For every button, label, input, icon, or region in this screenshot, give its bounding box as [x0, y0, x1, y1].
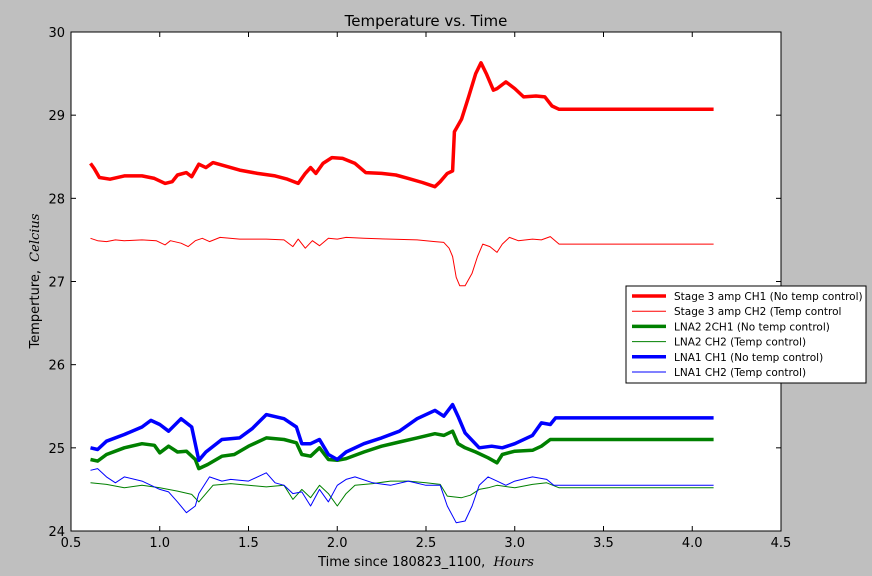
x-tick-label: 4.0	[682, 536, 703, 551]
y-tick-label: 30	[48, 26, 65, 41]
y-tick-label: 26	[48, 359, 65, 374]
x-tick-label: 3.0	[504, 536, 525, 551]
legend-label-2: Stage 3 amp CH2 (Temp control	[674, 306, 841, 318]
x-axis-label: Time since 180823_1100, Hours	[317, 555, 534, 570]
legend-label-4: LNA2 CH2 (Temp control)	[674, 337, 806, 349]
y-axis-label-text: Temperture,	[28, 270, 43, 350]
x-tick-label: 1.0	[149, 536, 170, 551]
series-line-1	[89, 61, 714, 189]
x-tick-label: 2.5	[416, 536, 437, 551]
legend-box	[625, 285, 867, 384]
series-line-3	[90, 429, 714, 471]
y-tick-label: 28	[48, 192, 65, 207]
x-tick-label: 0.5	[61, 536, 82, 551]
legend-label-6: LNA1 CH2 (Temp control)	[674, 367, 806, 379]
x-tick-label: 2.0	[327, 536, 348, 551]
x-tick-label: 4.5	[771, 536, 792, 551]
x-axis-ticks: 0.5 1.0 1.5 2.0 2.5 3.0 3.5 4.0 4.5	[61, 32, 792, 551]
plot-area	[71, 32, 781, 531]
chart-title: Temperature vs. Time	[344, 12, 508, 30]
series-line-2	[90, 236, 714, 287]
x-tick-label: 3.5	[593, 536, 614, 551]
series-line-6	[90, 468, 714, 524]
y-tick-label: 27	[48, 276, 65, 291]
x-tick-label: 1.5	[238, 536, 259, 551]
y-axis-label-unit: Celcius	[28, 213, 43, 262]
series-line-4	[90, 480, 714, 507]
series-line-5	[90, 402, 714, 463]
x-axis-label-text: Time since 180823_1100,	[317, 555, 485, 570]
legend: Stage 3 amp CH1 (No temp control) Stage 3…	[625, 285, 867, 384]
x-axis-label-unit: Hours	[492, 555, 534, 570]
legend-entries: Stage 3 amp CH1 (No temp control) Stage 3…	[632, 291, 863, 379]
legend-label-3: LNA2 2CH1 (No temp control)	[674, 321, 830, 333]
y-axis-label: Temperture, Celcius	[28, 213, 43, 349]
series-layer	[89, 61, 714, 524]
legend-label-1: Stage 3 amp CH1 (No temp control)	[674, 291, 863, 303]
y-axis-ticks: 24 25 26 27 28 29 30	[48, 26, 781, 540]
legend-label-5: LNA1 CH1 (No temp control)	[674, 352, 823, 364]
y-tick-label: 25	[48, 442, 65, 457]
y-tick-label: 24	[48, 525, 65, 540]
y-tick-label: 29	[48, 109, 65, 124]
